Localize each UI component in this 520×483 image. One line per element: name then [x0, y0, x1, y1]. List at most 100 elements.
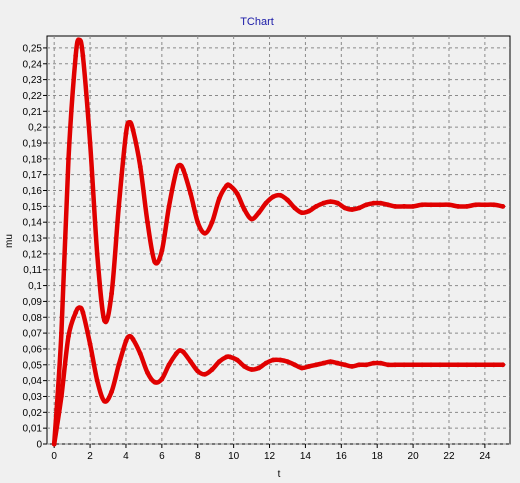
series-2-point [130, 337, 136, 342]
series-1-point [500, 204, 506, 209]
series-1-point [455, 204, 461, 209]
series-2-point [410, 362, 416, 368]
x-axis-label: t [278, 469, 281, 480]
chart-title: TChart [240, 16, 274, 28]
series-2-point [109, 389, 114, 395]
series-2-point [188, 359, 194, 364]
y-tick-label: 0,06 [23, 344, 43, 355]
series-1-point [166, 204, 172, 209]
x-tick-label: 8 [195, 451, 201, 462]
series-2-line [51, 305, 506, 447]
y-tick-label: 0,16 [23, 186, 43, 197]
y-tick-label: 0,24 [23, 59, 43, 70]
series-1-point [102, 318, 107, 323]
y-tick-label: 0,14 [23, 218, 43, 229]
series-1-point [349, 207, 355, 212]
series-1-point [216, 196, 222, 201]
series-1-point [385, 202, 391, 208]
series-2-point [59, 394, 64, 399]
series-1-point [419, 202, 425, 208]
x-tick-label: 6 [159, 451, 165, 462]
series-1-point [152, 259, 158, 265]
series-1-point [392, 204, 398, 209]
series-1-point [401, 204, 407, 209]
series-2-point [123, 338, 129, 344]
x-tick-label: 4 [123, 451, 129, 462]
series-2-point [464, 362, 470, 368]
series-1-point [482, 202, 488, 208]
series-2-point [285, 359, 290, 364]
y-tick-label: 0,19 [23, 138, 43, 149]
series-1-point [234, 191, 240, 197]
series-2-point [166, 362, 172, 368]
series-1-point [242, 207, 247, 212]
series-1-point [428, 202, 434, 208]
series-1-point [437, 202, 443, 208]
series-2-point [87, 341, 93, 347]
series-2-point [209, 367, 215, 372]
plot-area [46, 35, 511, 445]
x-tick-label: 16 [336, 451, 348, 462]
series-2-point [473, 362, 479, 368]
series-1-point [410, 204, 416, 209]
y-tick-label: 0,2 [28, 123, 42, 134]
series-2-point [437, 362, 443, 368]
x-tick-label: 18 [372, 451, 384, 462]
y-tick-label: 0,07 [23, 329, 43, 340]
series-2-point [482, 362, 488, 368]
y-tick-label: 0,05 [23, 360, 43, 371]
series-1-point [378, 200, 384, 206]
series-2-point [419, 362, 425, 368]
series-1-point [123, 131, 129, 136]
series-1-point [145, 219, 150, 225]
series-2-point [73, 310, 79, 315]
series-1-point [59, 330, 64, 336]
series-2-point [349, 364, 355, 369]
y-tick-label: 0,17 [23, 170, 43, 181]
y-tick-label: 0,25 [23, 43, 43, 54]
series-2-point [401, 362, 407, 368]
x-tick-label: 14 [300, 451, 312, 462]
series-2-point [202, 371, 208, 377]
series-1-point [473, 202, 479, 208]
series-1-point [256, 210, 262, 216]
y-tick-label: 0,15 [23, 202, 43, 213]
series-1-point [73, 53, 79, 59]
series-1-point [94, 251, 100, 257]
series-2-point [385, 362, 391, 368]
y-tick-label: 0,04 [23, 376, 43, 387]
series-2-point [127, 333, 132, 339]
x-tick-label: 12 [264, 451, 276, 462]
series-1-point [202, 230, 208, 236]
y-tick-label: 0,22 [23, 91, 43, 102]
y-tick-label: 0,02 [23, 408, 43, 419]
series-2-point [242, 364, 247, 369]
y-tick-label: 0,01 [23, 424, 43, 435]
series-1-point [227, 183, 233, 189]
x-tick-label: 2 [87, 451, 93, 462]
x-tick-label: 20 [408, 451, 420, 462]
series-1-point [491, 202, 497, 208]
series-1-point [188, 191, 194, 197]
series-1-point [292, 205, 298, 211]
series-2-point [195, 368, 201, 374]
series-2-point [321, 360, 326, 366]
y-tick-label: 0,08 [23, 313, 43, 324]
series-2-point [234, 357, 240, 363]
series-1-point [130, 127, 136, 133]
series-1-point [356, 205, 362, 211]
series-2-point [378, 360, 384, 366]
series-1-point [277, 192, 283, 198]
grid-lines [47, 36, 510, 445]
series-1-point [371, 200, 376, 206]
series-2-point [137, 351, 143, 357]
series-2-point [277, 357, 283, 363]
series-1-point [263, 200, 269, 206]
series-1-point [137, 164, 143, 170]
series-1-point [224, 183, 229, 189]
y-tick-label: 0,23 [23, 75, 43, 86]
series-1-point [177, 162, 183, 168]
series-2-point [292, 362, 298, 368]
y-tick-label: 0,13 [23, 234, 43, 245]
series-2-point [428, 362, 434, 368]
